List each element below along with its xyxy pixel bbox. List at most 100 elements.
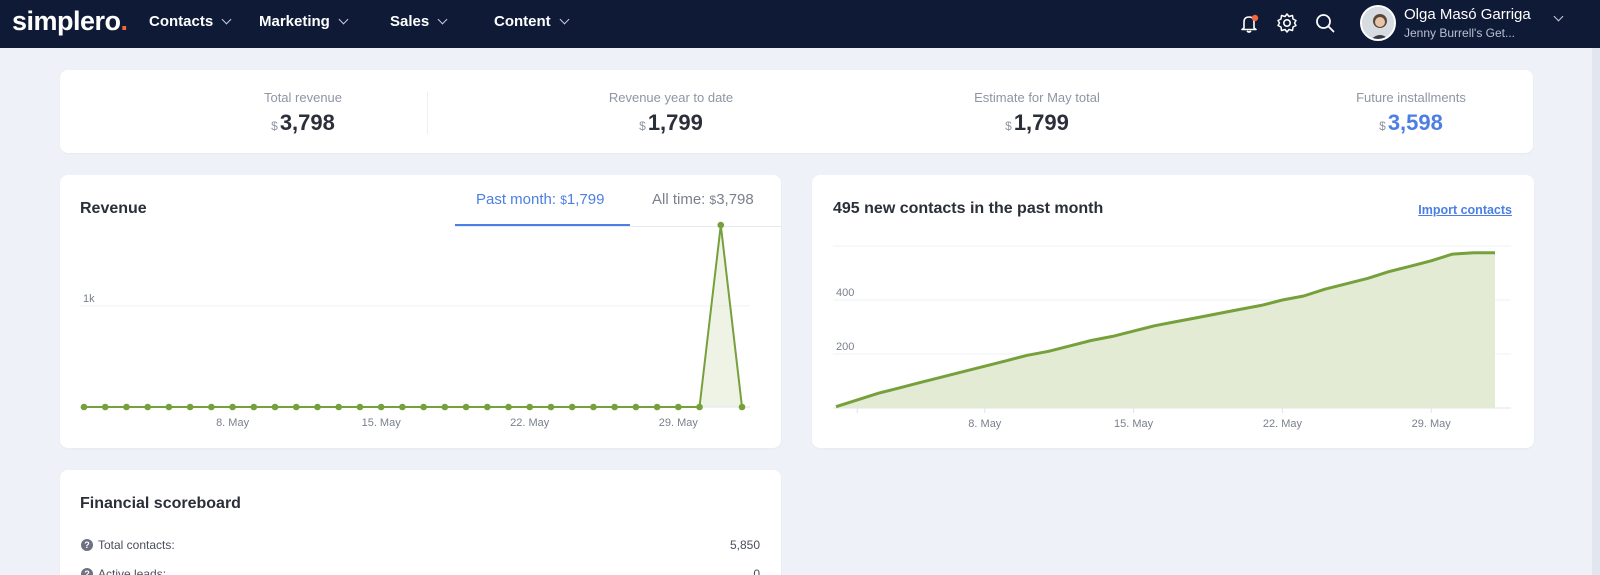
data-point	[632, 403, 640, 411]
data-point	[738, 403, 746, 411]
chevron-down-icon[interactable]	[1553, 11, 1564, 22]
revenue-card: Revenue Past month: $1,799 All time: $3,…	[60, 175, 781, 448]
stat-value: $1,799	[639, 110, 703, 135]
x-tick-label: 22. May	[510, 417, 550, 429]
stat-value[interactable]: $3,598	[1379, 110, 1443, 135]
x-tick-label: 15. May	[1114, 418, 1154, 430]
data-point	[483, 403, 491, 411]
scrollbar[interactable]	[1592, 48, 1600, 575]
data-point	[441, 403, 449, 411]
nav-marketing[interactable]: Marketing	[259, 13, 349, 30]
import-contacts-link[interactable]: Import contacts	[1418, 203, 1512, 217]
chevron-down-icon	[559, 14, 570, 24]
data-point	[696, 403, 703, 411]
nav-content[interactable]: Content	[494, 13, 570, 30]
data-point	[653, 403, 661, 411]
x-tick-label: 29. May	[1412, 418, 1452, 430]
scoreboard-row-value: 0	[753, 567, 760, 575]
account-name[interactable]: Jenny Burrell's Get...	[1404, 26, 1515, 40]
tab-all-time[interactable]: All time: $3,798	[652, 191, 754, 208]
x-tick-label: 8. May	[968, 418, 1002, 430]
stat-total-revenue: Total revenue $3,798	[183, 90, 423, 136]
nav-sales-label: Sales	[390, 13, 430, 30]
data-point	[356, 403, 364, 411]
divider	[427, 92, 428, 134]
avatar[interactable]	[1360, 5, 1396, 41]
card-title: Revenue	[80, 200, 147, 217]
stat-future-installments[interactable]: Future installments $3,598	[1291, 90, 1531, 136]
data-point	[271, 403, 279, 411]
data-point	[717, 221, 725, 229]
nav-marketing-label: Marketing	[259, 13, 330, 30]
series-area	[84, 225, 742, 407]
data-point	[250, 403, 258, 411]
stat-revenue-ytd: Revenue year to date $1,799	[551, 90, 791, 136]
data-point	[675, 403, 682, 411]
series-line	[835, 251, 1495, 409]
stat-label: Future installments	[1356, 90, 1466, 105]
tab-past-month[interactable]: Past month: $1,799	[476, 191, 605, 208]
stat-estimate-may: Estimate for May total $1,799	[917, 90, 1157, 136]
data-point	[144, 403, 151, 411]
series-line	[84, 224, 743, 408]
y-tick-label: 400	[836, 287, 854, 299]
data-point	[590, 403, 597, 411]
data-point	[292, 403, 300, 411]
data-point	[101, 403, 109, 411]
y-tick-label: 200	[836, 341, 854, 353]
nav-contacts-label: Contacts	[149, 13, 214, 30]
gear-icon[interactable]	[1274, 10, 1300, 36]
contacts-chart: 200 400 8. May 15. May 22. May 29. May	[833, 245, 1511, 430]
stat-label: Estimate for May total	[974, 90, 1100, 105]
x-tick-label: 29. May	[659, 417, 699, 429]
data-point	[335, 403, 343, 411]
data-point	[229, 403, 236, 411]
financial-scoreboard-card: Financial scoreboard ? Total contacts: 5…	[60, 470, 781, 575]
help-icon[interactable]: ?	[81, 539, 93, 551]
data-point	[80, 403, 88, 411]
y-tick-label: 1k	[83, 293, 95, 305]
data-point	[165, 403, 173, 411]
stats-card: Total revenue $3,798 Revenue year to dat…	[60, 70, 1533, 153]
nav-sales[interactable]: Sales	[390, 13, 448, 30]
data-point	[611, 403, 618, 411]
user-name[interactable]: Olga Masó Garriga	[1404, 6, 1531, 23]
search-icon[interactable]	[1312, 10, 1338, 36]
data-point	[123, 403, 130, 411]
bell-icon[interactable]	[1236, 10, 1262, 36]
contacts-card: 495 new contacts in the past month Impor…	[812, 175, 1534, 448]
nav-content-label: Content	[494, 13, 551, 30]
data-point	[505, 403, 512, 411]
revenue-chart: 1k 8. May 15. May 22. May 29. May	[80, 221, 750, 429]
data-point	[420, 403, 427, 411]
chevron-down-icon	[221, 14, 232, 24]
notification-badge	[1251, 14, 1259, 22]
stat-value: $3,798	[271, 110, 335, 135]
data-point	[399, 403, 406, 411]
x-tick-label: 22. May	[1263, 418, 1303, 430]
active-tab-indicator	[455, 224, 630, 226]
stat-label: Revenue year to date	[608, 90, 734, 105]
nav-contacts[interactable]: Contacts	[149, 13, 232, 30]
data-point	[526, 403, 534, 411]
simplero-logo[interactable]: simplero.	[12, 6, 128, 36]
scoreboard-row-label: ? Active leads:	[81, 567, 166, 575]
data-point	[208, 403, 215, 411]
top-navbar: simplero. Contacts Marketing Sales Conte…	[0, 0, 1600, 48]
card-title: Financial scoreboard	[80, 495, 241, 512]
chevron-down-icon	[338, 14, 349, 24]
stat-value: $1,799	[1005, 110, 1069, 135]
stat-label: Total revenue	[263, 90, 343, 105]
data-point	[568, 403, 576, 411]
scoreboard-row-value: 5,850	[729, 538, 760, 552]
series-area	[836, 252, 1495, 408]
chevron-down-icon	[437, 14, 448, 24]
data-point	[377, 403, 385, 411]
card-title: 495 new contacts in the past month	[833, 200, 1104, 217]
help-icon[interactable]: ?	[81, 568, 93, 575]
scoreboard-row-label: ? Total contacts:	[81, 538, 175, 552]
data-point	[547, 403, 555, 411]
data-point	[186, 403, 194, 411]
data-point	[314, 403, 321, 411]
x-tick-label: 15. May	[362, 417, 402, 429]
